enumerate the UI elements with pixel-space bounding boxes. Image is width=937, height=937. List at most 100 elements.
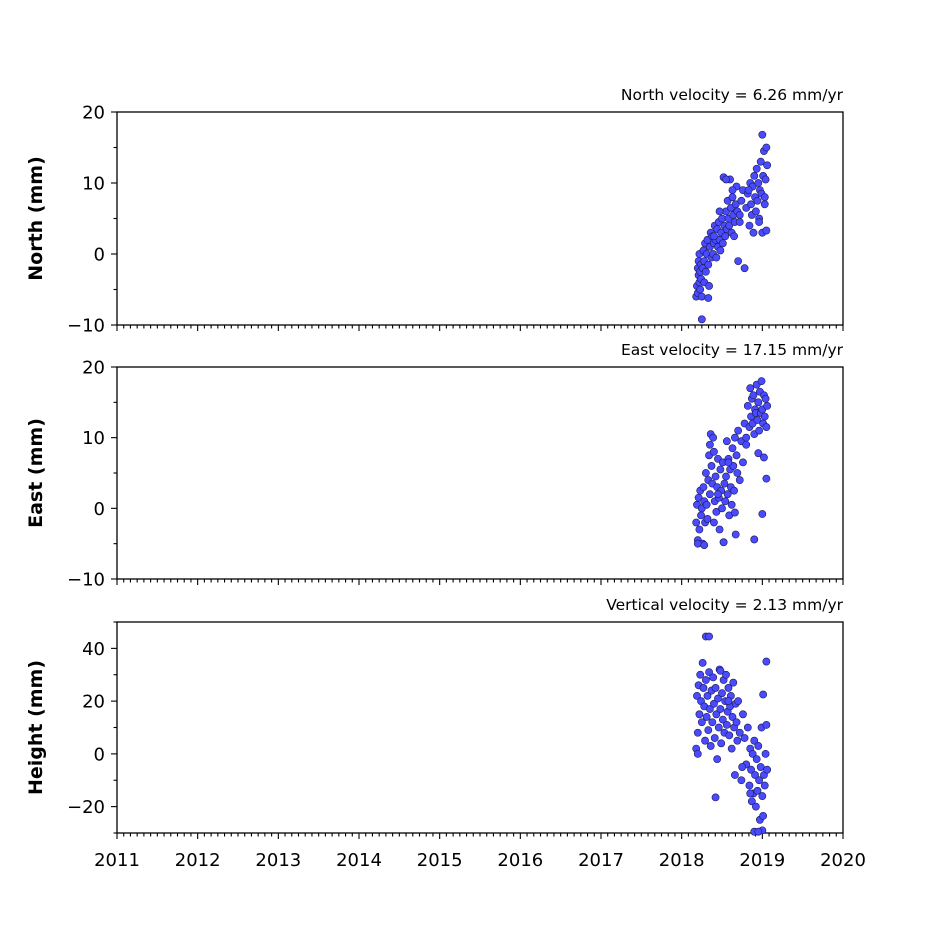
data-point	[749, 391, 758, 400]
data-point	[712, 253, 721, 262]
data-point	[745, 781, 754, 790]
data-point	[750, 171, 759, 180]
north-y-ticks	[111, 111, 117, 326]
data-point	[763, 161, 772, 170]
data-point	[759, 811, 768, 820]
data-point	[731, 530, 740, 539]
data-point	[718, 689, 726, 698]
data-point	[750, 535, 759, 544]
y-tick-label: 0	[94, 499, 105, 520]
data-point	[713, 755, 722, 764]
data-point	[708, 718, 717, 727]
data-point	[706, 490, 714, 499]
data-point	[761, 749, 770, 758]
data-point	[716, 705, 725, 713]
data-point	[728, 186, 737, 194]
north-panel: −10 0 10 20 North (mm) North velocity = 6.26 …	[25, 86, 844, 337]
data-point	[721, 232, 730, 241]
x-tick-label: 2011	[94, 850, 140, 871]
data-point	[710, 447, 718, 456]
data-point	[735, 218, 744, 226]
data-point	[748, 749, 757, 758]
data-point	[693, 749, 702, 758]
data-point	[702, 713, 711, 721]
y-tick-label: 20	[82, 358, 105, 379]
data-point	[760, 200, 769, 209]
data-point	[727, 500, 736, 509]
data-point	[762, 143, 771, 152]
east-y-ticks	[111, 366, 117, 580]
data-point	[704, 726, 713, 735]
data-point	[753, 786, 762, 795]
data-point	[763, 765, 772, 774]
data-point	[728, 444, 737, 453]
data-point	[710, 734, 719, 742]
data-point	[753, 416, 762, 424]
data-point	[718, 239, 727, 248]
data-point	[746, 384, 755, 393]
data-point	[762, 423, 771, 431]
data-point	[722, 175, 730, 184]
data-point	[756, 157, 765, 166]
height-y-ticks	[111, 621, 117, 834]
data-point	[731, 508, 739, 517]
y-tick-label: 10	[82, 174, 105, 195]
north-axis-label: North (mm)	[25, 156, 47, 281]
data-point	[696, 285, 705, 294]
data-point	[743, 401, 752, 410]
data-point	[692, 518, 701, 527]
data-point	[731, 771, 739, 779]
east-velocity-title: East velocity = 17.15 mm/yr	[621, 341, 844, 359]
y-tick-label: 20	[82, 692, 105, 713]
data-point	[725, 731, 734, 740]
data-point	[693, 728, 702, 737]
data-point	[717, 739, 726, 748]
data-point	[709, 433, 718, 442]
data-point	[756, 763, 765, 771]
data-point	[722, 670, 730, 679]
data-point	[730, 232, 738, 241]
data-point	[753, 196, 762, 205]
data-point	[740, 264, 749, 273]
height-data-points	[692, 632, 772, 836]
data-point	[723, 490, 732, 499]
data-point	[760, 412, 769, 421]
data-point	[752, 164, 761, 173]
x-tick-label: 2020	[820, 850, 866, 871]
y-tick-label: 20	[82, 103, 105, 124]
data-point	[710, 699, 718, 708]
data-point	[732, 451, 741, 460]
data-point	[745, 221, 754, 230]
data-point	[716, 666, 725, 675]
height-velocity-title: Vertical velocity = 2.13 mm/yr	[606, 596, 843, 614]
data-point	[762, 474, 771, 483]
data-point	[710, 232, 718, 241]
data-point	[693, 539, 702, 548]
data-point	[758, 792, 767, 800]
data-point	[718, 214, 726, 223]
data-point	[699, 483, 708, 492]
east-panel: −10 0 10 20 East (mm) East velocity = 17.15 m…	[25, 341, 844, 591]
data-point	[735, 728, 744, 737]
data-point	[751, 207, 760, 216]
data-point	[729, 678, 738, 687]
east-axis-label: East (mm)	[25, 418, 47, 528]
data-point	[747, 765, 755, 774]
x-tick-label: 2015	[417, 850, 463, 871]
data-point	[721, 497, 730, 506]
data-point	[705, 282, 713, 290]
data-point	[737, 776, 746, 785]
data-point	[695, 525, 704, 534]
data-point	[760, 781, 769, 790]
data-point	[693, 691, 701, 700]
north-velocity-title: North velocity = 6.26 mm/yr	[621, 86, 844, 104]
data-point	[728, 193, 737, 202]
data-point	[759, 690, 768, 699]
data-point	[733, 736, 742, 745]
data-point	[735, 476, 744, 484]
data-point	[725, 221, 734, 230]
data-point	[734, 426, 743, 435]
north-x-ticks	[116, 325, 844, 331]
data-point	[700, 541, 709, 549]
data-point	[728, 713, 737, 721]
